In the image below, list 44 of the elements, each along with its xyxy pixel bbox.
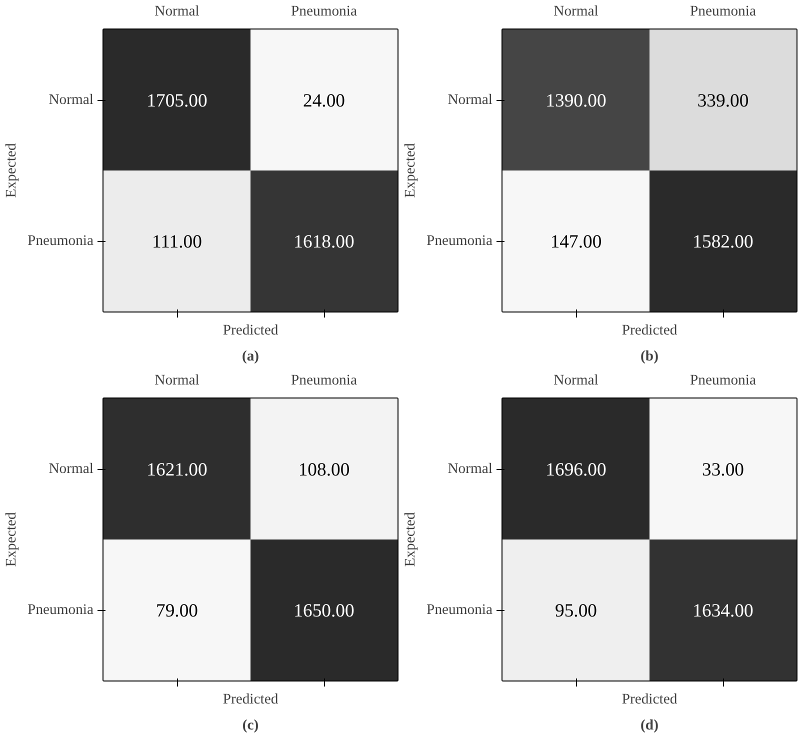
data-label: 33.00 xyxy=(702,460,744,480)
data-label: 1618.00 xyxy=(294,232,354,252)
x-tick-label: Normal xyxy=(154,4,200,20)
text: (d) xyxy=(640,718,659,734)
data-label: 147.00 xyxy=(550,232,602,252)
x-tick-label: Pneumonia xyxy=(291,4,358,20)
text: (c) xyxy=(242,718,259,734)
data-label: 111.00 xyxy=(152,232,202,252)
text: (a) xyxy=(242,348,260,364)
y-axis-title: Expected xyxy=(4,142,20,198)
x-tick-label: Pneumonia xyxy=(291,372,358,388)
y-tick-label: Normal xyxy=(448,92,493,108)
x-axis-title: Predicted xyxy=(222,322,279,338)
data-label: 1582.00 xyxy=(692,232,754,252)
y-axis-title: Expected xyxy=(402,142,419,198)
y-tick-label: Pneumonia xyxy=(28,233,94,249)
x-axis-title: Predicted xyxy=(222,692,279,708)
y-tick-label: Pneumonia xyxy=(28,602,94,618)
y-axis-title: Expected xyxy=(402,512,419,567)
data-label: 1650.00 xyxy=(294,600,354,622)
x-tick-label: Normal xyxy=(554,4,598,20)
x-axis-title: Predicted xyxy=(622,692,678,708)
y-tick-label: Normal xyxy=(48,92,94,108)
x-tick-label: Pneumonia xyxy=(690,372,756,388)
data-label: 24.00 xyxy=(303,90,345,112)
y-tick-label: Pneumonia xyxy=(426,233,493,249)
data-label: 95.00 xyxy=(555,600,597,622)
data-label: 1696.00 xyxy=(546,460,606,480)
data-label: 1390.00 xyxy=(546,90,606,112)
data-label: 108.00 xyxy=(298,460,350,480)
data-label: 1621.00 xyxy=(146,460,208,480)
data-label: 1705.00 xyxy=(146,90,208,112)
y-tick-label: Pneumonia xyxy=(426,602,493,618)
x-axis-title: Predicted xyxy=(622,322,678,338)
x-tick-label: Normal xyxy=(154,372,200,388)
data-label: 1634.00 xyxy=(692,600,754,622)
y-axis-title: Expected xyxy=(4,512,20,567)
data-label: 79.00 xyxy=(156,600,198,622)
y-tick-label: Normal xyxy=(448,461,493,477)
x-tick-label: Normal xyxy=(554,372,598,388)
x-tick-label: Pneumonia xyxy=(690,4,756,20)
y-tick-label: Normal xyxy=(48,461,94,477)
text: (b) xyxy=(640,348,659,364)
data-label: 339.00 xyxy=(697,90,749,112)
